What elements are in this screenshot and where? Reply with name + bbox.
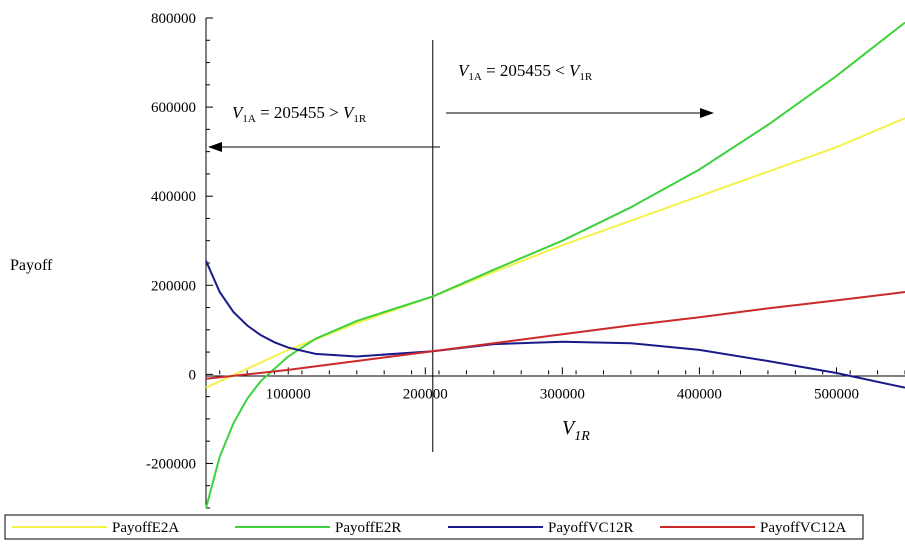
x-tick-label: 300000: [540, 386, 585, 402]
annotation-right-sub: 1A: [468, 71, 482, 83]
y-tick-label: 800000: [151, 11, 196, 27]
legend-label-PayoffVC12A: PayoffVC12A: [760, 520, 847, 536]
legend-label-PayoffE2A: PayoffE2A: [112, 520, 179, 536]
series-line-PayoffVC12R: [205, 260, 905, 389]
annotation-left-v: V: [232, 103, 245, 122]
annotation-right-sub2: 1R: [579, 71, 593, 83]
x-axis-label-sub: 1R: [574, 429, 590, 444]
x-axis-label-main: V: [562, 417, 577, 439]
arrow-right-head: [700, 108, 714, 118]
annotation-left-sub2: 1R: [353, 113, 367, 125]
annotation-right-eq: = 205455 <: [482, 61, 569, 80]
legend: PayoffE2A PayoffE2R PayoffVC12R PayoffVC12A: [12, 520, 847, 536]
x-tick-label: 500000: [814, 386, 859, 402]
annotation-left-eq: = 205455 >: [256, 103, 343, 122]
series-line-PayoffE2A: [205, 117, 905, 389]
y-tick-labels: -200000 0 200000 400000 600000 800000: [146, 11, 213, 472]
series-group: [205, 21, 905, 509]
x-tick-labels: 100000 200000 300000 400000 500000: [266, 367, 859, 402]
x-tick-label: 100000: [266, 386, 311, 402]
legend-label-PayoffVC12R: PayoffVC12R: [548, 520, 634, 536]
y-tick-label: 200000: [151, 278, 196, 294]
y-axis-label: Payoff: [10, 257, 53, 274]
annotation-left: V1A = 205455 > V1R: [232, 103, 367, 125]
annotation-left-sub: 1A: [242, 113, 256, 125]
annotation-right: V1A = 205455 < V1R: [458, 61, 593, 83]
arrow-left-head: [208, 142, 222, 152]
y-minor-ticks: [206, 39, 210, 509]
annotation-left-v2: V: [343, 103, 356, 122]
y-tick-label: 0: [189, 367, 197, 383]
annotation-right-v2: V: [569, 61, 582, 80]
x-tick-label: 400000: [677, 386, 722, 402]
series-line-PayoffVC12A: [205, 291, 905, 380]
y-tick-label: 400000: [151, 189, 196, 205]
y-tick-label: 600000: [151, 100, 196, 116]
x-tick-label: 200000: [403, 386, 448, 402]
series-line-PayoffE2R: [205, 21, 905, 509]
x-axis-label: V1R: [562, 417, 590, 444]
legend-label-PayoffE2R: PayoffE2R: [335, 520, 401, 536]
y-tick-label: -200000: [146, 456, 196, 472]
annotation-right-v: V: [458, 61, 471, 80]
